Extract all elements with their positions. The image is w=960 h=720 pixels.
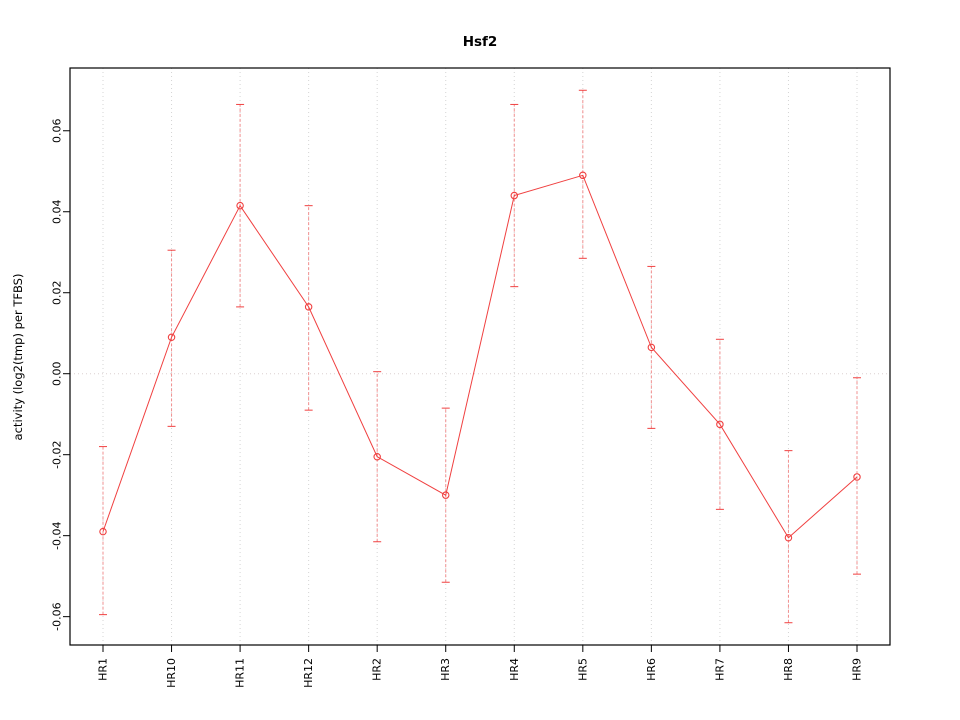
- data-point: [441, 491, 450, 499]
- series-line: [102, 174, 858, 539]
- x-tick-label: HR2: [371, 658, 384, 681]
- data-point: [853, 473, 861, 481]
- x-tick-label: HR12: [302, 658, 315, 688]
- x-tick-label: HR7: [713, 658, 726, 681]
- y-tick-label: 0.00: [51, 361, 64, 386]
- data-point: [647, 343, 656, 352]
- x-tick-label: HR5: [576, 658, 589, 681]
- x-tick-label: HR6: [645, 658, 658, 681]
- x-tick-label: HR1: [97, 658, 110, 681]
- y-axis-title: activity (log2(tmp) per TFBS): [11, 274, 25, 441]
- data-point: [304, 303, 313, 311]
- data-point: [510, 191, 519, 200]
- x-tick-label: HR4: [508, 658, 521, 681]
- chart-render-layer: -0.06 -0.04 -0.02 0.00 0.02 0.04 0.06 HR1 HR10 HR…: [51, 67, 891, 688]
- x-tick-label: HR9: [851, 658, 864, 681]
- x-tick-label: HR8: [782, 658, 795, 681]
- y-tick-label: -0.04: [51, 521, 64, 549]
- data-point: [99, 527, 107, 536]
- y-tick-label: 0.06: [51, 119, 64, 144]
- data-point: [167, 333, 176, 342]
- data-point: [373, 452, 381, 461]
- chart-title: Hsf2: [463, 34, 498, 50]
- plot-border: [69, 67, 891, 646]
- y-tick-label: -0.02: [51, 440, 64, 468]
- x-tick-label: HR11: [234, 658, 247, 688]
- data-point: [579, 171, 587, 180]
- data-point: [784, 533, 793, 542]
- y-tick-label: 0.02: [51, 280, 64, 305]
- y-tick-label: 0.04: [51, 199, 64, 224]
- y-tick-label: -0.06: [51, 602, 64, 630]
- x-tick-label: HR3: [439, 658, 452, 681]
- data-point: [716, 420, 724, 429]
- x-tick-label: HR10: [165, 658, 178, 688]
- data-point: [236, 201, 244, 210]
